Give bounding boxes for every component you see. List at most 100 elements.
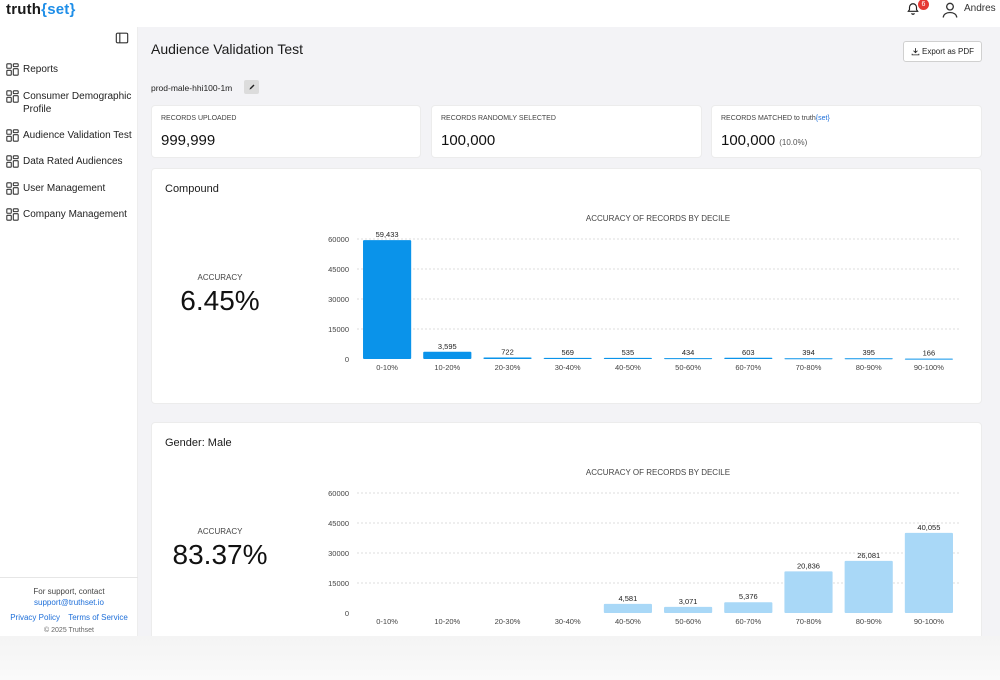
sidebar-item-label: Consumer Demographic Profile — [23, 91, 132, 115]
dashboard-icon — [6, 182, 19, 195]
x-tick-label: 90-100% — [914, 363, 944, 372]
stat-label: RECORDS RANDOMLY SELECTED — [441, 115, 556, 122]
logo-text-set: set — [47, 1, 70, 18]
bar — [724, 602, 773, 613]
stat-label: RECORDS UPLOADED — [161, 115, 237, 122]
y-tick-label: 15000 — [328, 325, 349, 334]
stat-label-set: set — [818, 115, 828, 122]
bar-value-label: 166 — [923, 349, 936, 358]
chart-title: ACCURACY OF RECORDS BY DECILE — [586, 468, 730, 477]
sidebar-item-data-rated-audiences[interactable]: Data Rated Audiences — [6, 155, 133, 168]
support-email-link[interactable]: support@truthset.io — [34, 598, 104, 607]
bar — [423, 351, 472, 359]
dashboard-icon — [6, 90, 19, 103]
x-tick-label: 20-30% — [495, 617, 521, 626]
stat-value: 100,000 — [441, 132, 496, 149]
y-tick-label: 45000 — [328, 519, 349, 528]
stat-percent: (10.0%) — [779, 138, 808, 147]
bar-value-label: 3,595 — [438, 342, 457, 351]
x-tick-label: 70-80% — [796, 363, 822, 372]
bar — [543, 357, 592, 359]
y-tick-label: 0 — [345, 355, 349, 364]
privacy-policy-link[interactable]: Privacy Policy — [10, 613, 60, 622]
support-footer: For support, contact support@truthset.io… — [0, 577, 138, 634]
bell-icon — [907, 3, 919, 15]
export-pdf-button[interactable]: Export as PDF — [903, 41, 982, 62]
pencil-icon — [249, 84, 254, 90]
export-pdf-label: Export as PDF — [921, 47, 974, 56]
stat-card-records-uploaded: RECORDS UPLOADED 999,999 — [151, 105, 421, 158]
stat-label-brace-close: } — [827, 115, 830, 122]
decile-bar-chart: ACCURACY OF RECORDS BY DECILE 0 15000 30000… — [328, 468, 959, 626]
bar — [483, 357, 532, 359]
card-title: Compound — [165, 183, 219, 195]
accuracy-value: 83.37% — [172, 539, 268, 570]
sidebar-item-audience-validation-test[interactable]: Audience Validation Test — [6, 129, 133, 142]
bar — [844, 358, 893, 360]
bar-value-label: 59,433 — [376, 230, 399, 239]
bar — [603, 357, 652, 359]
notifications-button[interactable]: 6 — [906, 0, 929, 18]
sidebar: Reports Consumer Demographic Profile Aud… — [0, 27, 138, 640]
dashboard-icon — [6, 63, 19, 76]
copyright: © 2025 Truthset — [44, 627, 94, 634]
y-tick-label: 60000 — [328, 235, 349, 244]
bar — [844, 560, 893, 613]
x-tick-label: 50-60% — [675, 363, 701, 372]
main-content: Audience Validation Test Export as PDF p… — [138, 27, 1000, 640]
x-tick-label: 90-100% — [914, 617, 944, 626]
bar — [664, 606, 713, 613]
x-tick-label: 30-40% — [555, 363, 581, 372]
notification-badge: 6 — [918, 0, 929, 10]
bar — [363, 240, 412, 359]
top-bar: truth{set} 6 Andres — [0, 0, 1000, 27]
sidebar-item-label: Reports — [23, 64, 59, 75]
bar-value-label: 603 — [742, 348, 755, 357]
bar — [603, 603, 652, 613]
sidebar-item-company-management[interactable]: Company Management — [6, 208, 133, 221]
stat-label-brace-open: { — [815, 115, 819, 122]
stat-value: 999,999 — [161, 132, 216, 149]
card-title: Gender: Male — [165, 437, 232, 449]
x-tick-label: 10-20% — [434, 617, 460, 626]
bar-value-label: 26,081 — [857, 551, 880, 560]
sidebar-toggle-icon[interactable] — [115, 31, 129, 45]
bar-value-label: 722 — [501, 348, 514, 357]
sidebar-item-reports[interactable]: Reports — [6, 63, 133, 76]
bar — [904, 532, 953, 613]
x-tick-label: 0-10% — [376, 617, 398, 626]
terms-of-service-link[interactable]: Terms of Service — [68, 613, 128, 622]
bar-value-label: 3,071 — [679, 597, 698, 606]
chart-card-gender-male: Gender: Male ACCURACY 83.37% ACCURACY OF… — [151, 422, 982, 640]
sidebar-item-label: Data Rated Audiences — [23, 156, 123, 167]
app-logo[interactable]: truth{set} — [6, 1, 76, 18]
chart-title: ACCURACY OF RECORDS BY DECILE — [586, 214, 730, 223]
bar-value-label: 434 — [682, 348, 695, 357]
edit-name-button[interactable] — [244, 80, 259, 94]
x-tick-label: 20-30% — [495, 363, 521, 372]
y-tick-label: 0 — [345, 609, 349, 618]
x-tick-label: 30-40% — [555, 617, 581, 626]
y-tick-label: 30000 — [328, 549, 349, 558]
user-name[interactable]: Andres — [964, 3, 996, 14]
sidebar-item-label: Company Management — [23, 209, 127, 220]
accuracy-value: 6.45% — [180, 285, 260, 316]
bar — [784, 571, 833, 613]
bar — [664, 358, 713, 360]
x-tick-label: 60-70% — [735, 363, 761, 372]
x-tick-label: 80-90% — [856, 617, 882, 626]
x-tick-label: 70-80% — [796, 617, 822, 626]
page-bottom-edge — [0, 636, 1000, 680]
stat-value: 100,000 (10.0%) — [721, 132, 807, 149]
bar — [724, 357, 773, 359]
sidebar-item-label: Audience Validation Test — [23, 130, 132, 141]
bar-value-label: 4,581 — [619, 594, 638, 603]
stat-card-records-matched: RECORDS MATCHED to truth{set} 100,000 (10… — [711, 105, 982, 158]
download-icon — [911, 48, 920, 56]
user-icon[interactable] — [940, 0, 960, 20]
sidebar-item-user-management[interactable]: User Management — [6, 182, 133, 195]
bar-value-label: 394 — [802, 348, 815, 357]
bar-value-label: 535 — [622, 348, 635, 357]
sidebar-item-consumer-demographic-profile[interactable]: Consumer Demographic Profile — [6, 90, 133, 116]
logo-text: truth — [6, 1, 42, 18]
